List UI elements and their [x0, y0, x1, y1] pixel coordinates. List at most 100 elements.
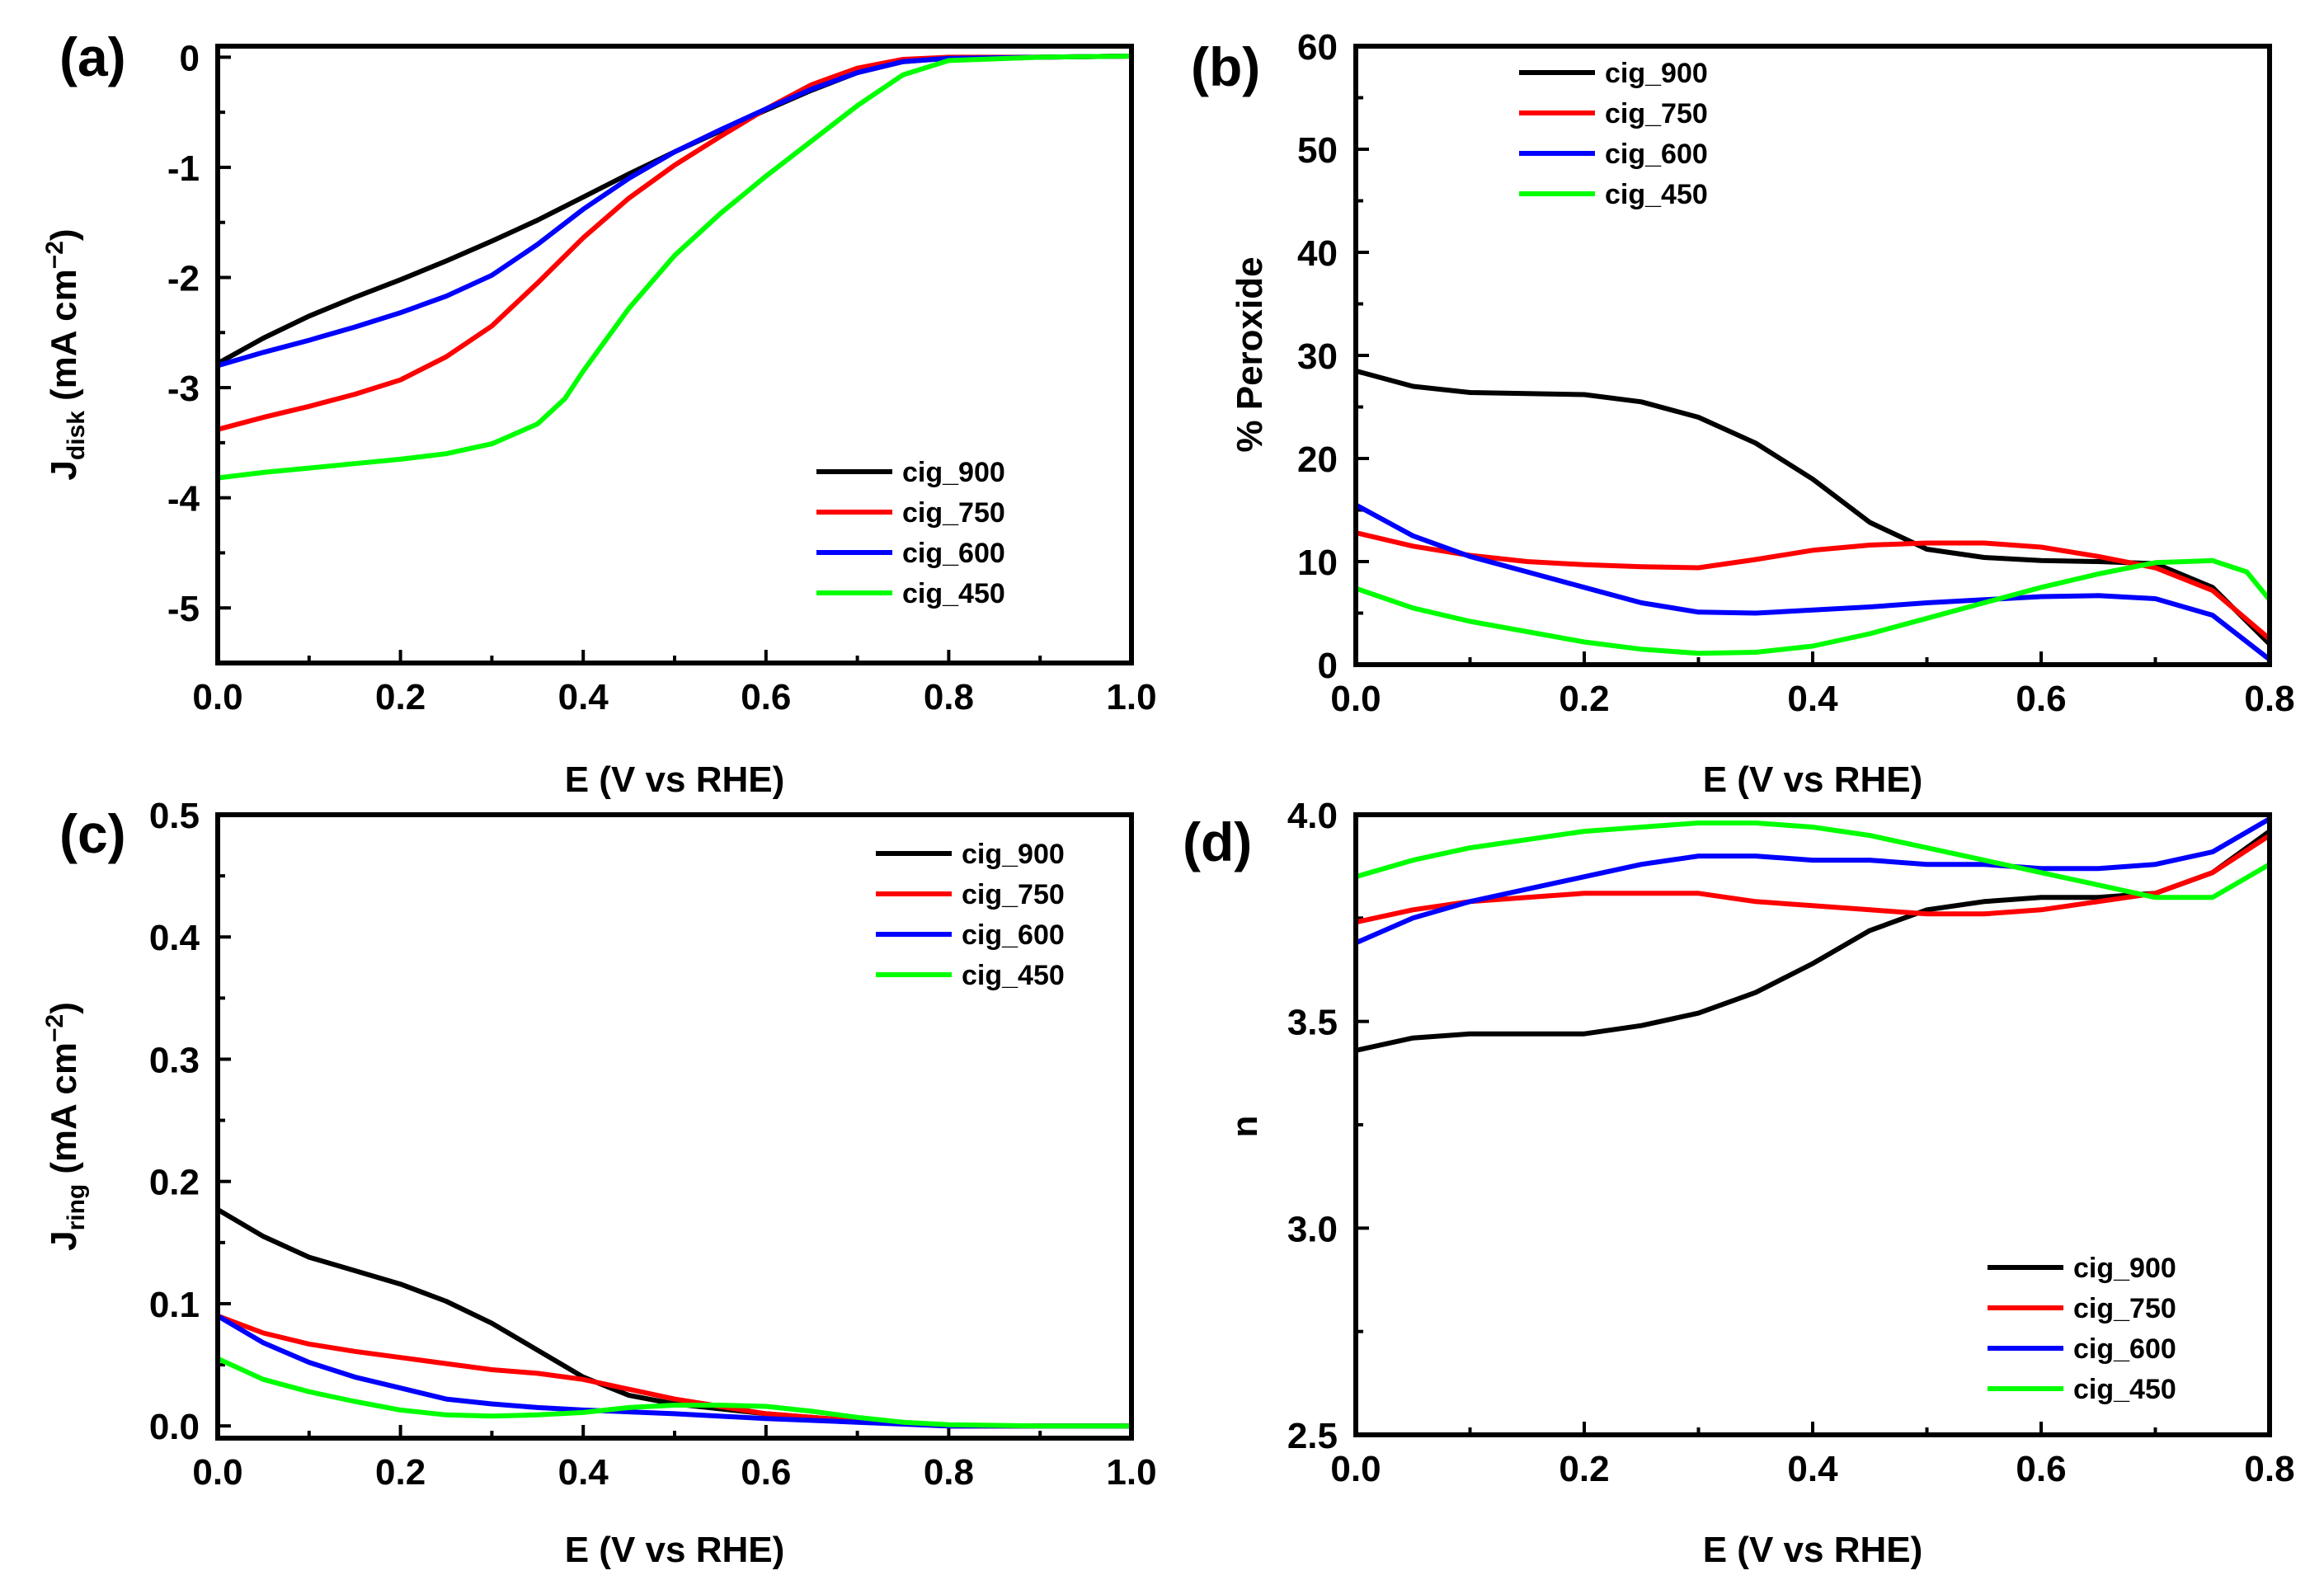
y-tick-label: 40: [1297, 233, 1338, 274]
legend-label-cig-450: cig_450: [902, 578, 1005, 609]
y-tick-label: 3.5: [1287, 1003, 1338, 1043]
panel-a-ticks: [216, 55, 1133, 663]
panel-a-ylabel-end: ): [44, 228, 84, 241]
series-line-cig-450: [1353, 821, 2272, 900]
panel-b-x-axis-label: E (V vs RHE): [1703, 759, 1923, 800]
x-tick-label: 0.2: [375, 677, 426, 717]
x-tick-label: 0.6: [2016, 679, 2066, 719]
legend-label-cig-450: cig_450: [1605, 179, 1708, 210]
series-line-cig-750: [1353, 833, 2272, 925]
y-tick-label: 0.5: [149, 796, 200, 836]
panel-a-ylabel-sup: −2: [41, 241, 68, 269]
panel-c-legend: cig_900 cig_750 cig_600 cig_450: [876, 839, 1065, 991]
series-line-cig-750: [215, 54, 1134, 432]
legend-label-cig-450: cig_450: [962, 960, 1065, 991]
panel-d-x-tick-labels: 0.0 0.2 0.4 0.6 0.8: [1330, 1449, 2294, 1489]
panel-c-tag: (c): [59, 803, 126, 864]
y-tick-label: 20: [1297, 440, 1338, 480]
series-line-cig-450: [215, 1356, 1134, 1429]
panel-d-x-axis-label: E (V vs RHE): [1703, 1530, 1923, 1570]
legend-label-cig-450: cig_450: [2073, 1374, 2176, 1405]
y-tick-label: 2.5: [1287, 1416, 1338, 1456]
legend-label-cig-750: cig_750: [2073, 1293, 2176, 1324]
panel-c-ylabel-main: J: [44, 1230, 84, 1250]
panel-d-y-axis-label: n: [1225, 1116, 1265, 1138]
y-tick-label: 0.4: [149, 918, 200, 958]
y-tick-label: 10: [1297, 543, 1338, 583]
series-line-cig-900: [215, 54, 1134, 366]
panel-a-ylabel-sub: disk: [63, 411, 90, 460]
y-tick-label: -3: [167, 369, 200, 409]
y-tick-label: 0.3: [149, 1040, 200, 1080]
panel-b-peroxide: (b) 0.0 0.2 0.4 0.6 0.8 0 10 20 30 40 50 60 E (V v…: [1191, 27, 2295, 800]
panel-a-disk-current: (a) 0.0 0.2 0.4 0.6 0.8 1.0 0 -1 -2 -3 -4 -5 E (V …: [41, 26, 1157, 800]
y-tick-label: 3.0: [1287, 1209, 1338, 1249]
y-tick-label: 30: [1297, 336, 1338, 377]
panel-c-y-axis-label: Jring (mA cm−2): [41, 1002, 90, 1251]
x-tick-label: 0.0: [192, 1452, 242, 1493]
panel-c-ring-current: (c) 0.0 0.2 0.4 0.6 0.8 1.0 0.00.10.20.30.40.…: [41, 796, 1157, 1570]
legend-label-cig-750: cig_750: [902, 497, 1005, 529]
panel-a-series: [215, 54, 1134, 481]
panel-a-ylabel-unit: (mA cm: [44, 269, 84, 401]
panel-a-x-axis-label: E (V vs RHE): [565, 759, 785, 800]
x-tick-label: 0.0: [1330, 679, 1381, 719]
series-line-cig-750: [1353, 530, 2272, 642]
series-line-cig-450: [1353, 557, 2272, 656]
x-tick-label: 0.2: [1559, 679, 1609, 719]
panel-c-ylabel-unit: (mA cm: [44, 1042, 84, 1174]
y-tick-label: -2: [167, 259, 200, 299]
x-tick-label: 0.8: [924, 1452, 974, 1493]
panel-b-x-tick-labels: 0.0 0.2 0.4 0.6 0.8: [1330, 679, 2294, 719]
series-line-cig-900: [215, 1206, 1134, 1429]
panel-d-frame: [1353, 812, 2272, 1437]
legend-label-cig-900: cig_900: [902, 457, 1005, 488]
x-tick-label: 0.4: [558, 1452, 609, 1493]
panel-c-frame: [215, 812, 1134, 1441]
panel-b-ticks: [1354, 45, 2271, 666]
legend-label-cig-900: cig_900: [1605, 58, 1708, 89]
legend-label-cig-750: cig_750: [962, 879, 1065, 910]
x-tick-label: 1.0: [1106, 677, 1156, 717]
y-tick-label: -1: [167, 148, 200, 189]
x-tick-label: 0.8: [2244, 1449, 2294, 1489]
panel-d-y-tick-labels: 2.5 3.0 3.5 4.0: [1287, 796, 1338, 1456]
panel-c-y-tick-labels: 0.0 0.1 0.2 0.3 0.4 0.5: [149, 796, 200, 1447]
panel-c-x-tick-labels: 0.0 0.2 0.4 0.6 0.8 1.0: [192, 1452, 1156, 1493]
series-line-cig-900: [1353, 829, 2272, 1053]
legend-label-cig-750: cig_750: [1605, 98, 1708, 129]
panel-d-electron-number: (d) 0.0 0.2 0.4 0.6 0.8 2.5 3.0 3.5 4.0 E (V vs…: [1183, 796, 2295, 1570]
y-tick-label: 4.0: [1287, 796, 1338, 836]
x-tick-label: 1.0: [1106, 1452, 1156, 1493]
legend-label-cig-600: cig_600: [1605, 139, 1708, 170]
series-line-cig-600: [215, 1313, 1134, 1429]
panel-c-ylabel-sub: ring: [63, 1184, 90, 1231]
y-tick-label: 0: [1318, 646, 1338, 686]
legend-label-cig-600: cig_600: [2073, 1333, 2176, 1365]
x-tick-label: 0.6: [2016, 1449, 2066, 1489]
panel-a-tag: (a): [59, 26, 126, 87]
x-tick-label: 0.2: [375, 1452, 426, 1493]
panel-c-ylabel-end: ): [44, 1002, 84, 1014]
panel-b-tag: (b): [1191, 36, 1260, 97]
panel-d-series: [1353, 816, 2272, 1053]
x-tick-label: 0.6: [741, 1452, 791, 1493]
panel-a-frame: [215, 44, 1134, 665]
x-tick-label: 0.4: [558, 677, 609, 717]
series-line-cig-450: [215, 54, 1134, 481]
y-tick-label: 0.2: [149, 1163, 200, 1203]
panel-b-y-axis-label: % Peroxide: [1230, 256, 1270, 452]
y-tick-label: 0: [180, 38, 200, 78]
y-tick-label: 60: [1297, 27, 1338, 68]
y-tick-label: 50: [1297, 130, 1338, 171]
x-tick-label: 0.6: [741, 677, 791, 717]
legend-label-cig-900: cig_900: [962, 839, 1065, 870]
panel-b-series: [1353, 368, 2272, 662]
legend-label-cig-600: cig_600: [902, 538, 1005, 569]
series-line-cig-900: [1353, 368, 2272, 647]
panel-d-legend: cig_900 cig_750 cig_600 cig_450: [1988, 1253, 2176, 1405]
series-line-cig-600: [215, 54, 1134, 369]
y-tick-label: -5: [167, 589, 200, 629]
panel-c-x-axis-label: E (V vs RHE): [565, 1530, 785, 1570]
